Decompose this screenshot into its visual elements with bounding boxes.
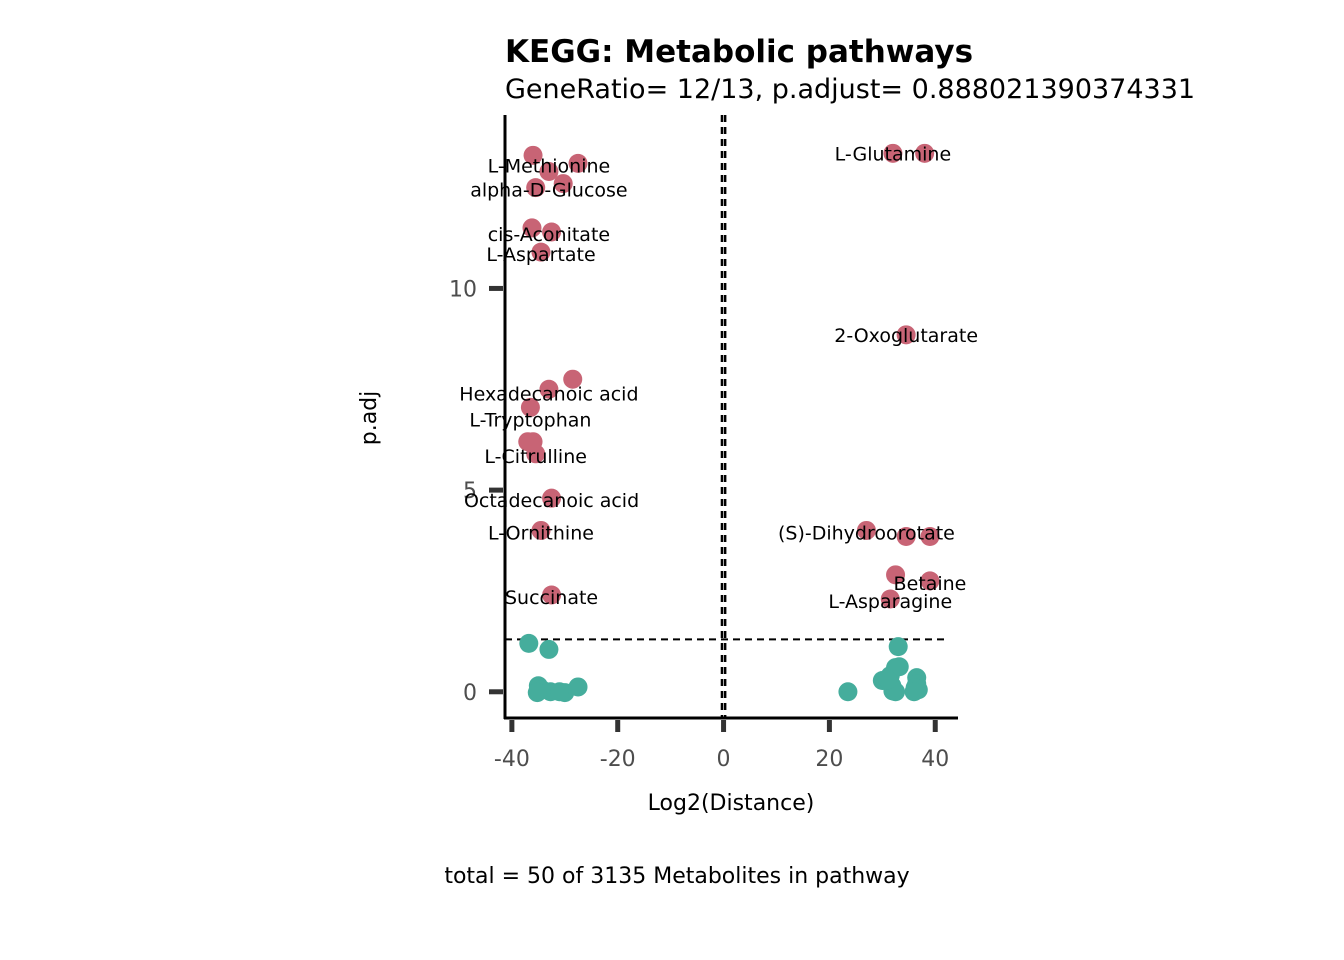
chart-title: KEGG: Metabolic pathways — [505, 34, 973, 70]
x-tick-label: 40 — [921, 747, 949, 772]
y-tick-label: 10 — [449, 277, 477, 302]
point-label: Succinate — [505, 587, 598, 609]
point-label: L-Asparagine — [828, 591, 952, 613]
y-tick-label: 5 — [463, 479, 477, 504]
significant-point — [553, 174, 573, 194]
significant-point — [520, 397, 540, 417]
point-label: Octadecanoic acid — [464, 490, 639, 512]
significant-point — [896, 325, 916, 345]
significant-point — [542, 222, 562, 242]
nonsignificant-point — [878, 670, 898, 690]
point-label: L-Ornithine — [488, 522, 594, 544]
nonsignificant-point — [889, 657, 909, 677]
y-tick-label: 0 — [463, 681, 477, 706]
significant-point — [915, 143, 935, 163]
chart-caption: total = 50 of 3135 Metabolites in pathwa… — [444, 864, 909, 889]
point-label: (S)-Dihydroorotate — [778, 522, 955, 544]
point-label: L-Aspartate — [486, 244, 595, 266]
point-label: Hexadecanoic acid — [459, 383, 638, 405]
significant-point — [542, 585, 562, 605]
nonsignificant-point — [888, 637, 908, 657]
point-label: L-Glutamine — [835, 143, 951, 165]
nonsignificant-point — [527, 683, 547, 703]
x-tick-label: 0 — [717, 747, 731, 772]
nonsignificant-point — [904, 682, 924, 702]
significant-point — [539, 379, 559, 399]
point-label: Betaine — [894, 573, 967, 595]
significant-point — [523, 145, 543, 165]
significant-point — [856, 520, 876, 540]
significant-point — [920, 571, 940, 591]
significant-point — [526, 178, 546, 198]
significant-point — [531, 242, 551, 262]
x-tick-label: -40 — [494, 747, 530, 772]
nonsignificant-point — [539, 639, 559, 659]
nonsignificant-point — [838, 682, 858, 702]
nonsignificant-point — [568, 677, 588, 697]
significant-point — [568, 153, 588, 173]
point-label: alpha-D-Glucose — [470, 180, 627, 202]
significant-point — [522, 218, 542, 238]
significant-point — [526, 444, 546, 464]
significant-point — [531, 520, 551, 540]
nonsignificant-point — [519, 633, 539, 653]
chart-subtitle: GeneRatio= 12/13, p.adjust= 0.8880213903… — [505, 74, 1195, 105]
significant-point — [539, 161, 559, 181]
x-tick-label: 20 — [815, 747, 843, 772]
significant-point — [920, 526, 940, 546]
significant-point — [563, 369, 583, 389]
plot-area: -40 -20 0 20 40 0 5 10 L-Glutamine L-Methionine al… — [449, 115, 978, 772]
significant-point — [896, 526, 916, 546]
point-label: L-Citrulline — [484, 446, 587, 468]
x-tick-label: -20 — [600, 747, 636, 772]
point-label: L-Methionine — [488, 155, 611, 177]
significant-point — [886, 565, 906, 585]
significant-point — [542, 488, 562, 508]
y-axis-title: p.adj — [357, 391, 382, 446]
nonsignificant-point — [550, 682, 570, 702]
x-axis-title: Log2(Distance) — [648, 791, 815, 816]
significant-point — [883, 143, 903, 163]
point-label: L-Tryptophan — [469, 410, 591, 432]
point-label: 2-Oxoglutarate — [834, 325, 978, 347]
point-label: cis-Aconitate — [488, 224, 610, 246]
significant-point — [880, 589, 900, 609]
